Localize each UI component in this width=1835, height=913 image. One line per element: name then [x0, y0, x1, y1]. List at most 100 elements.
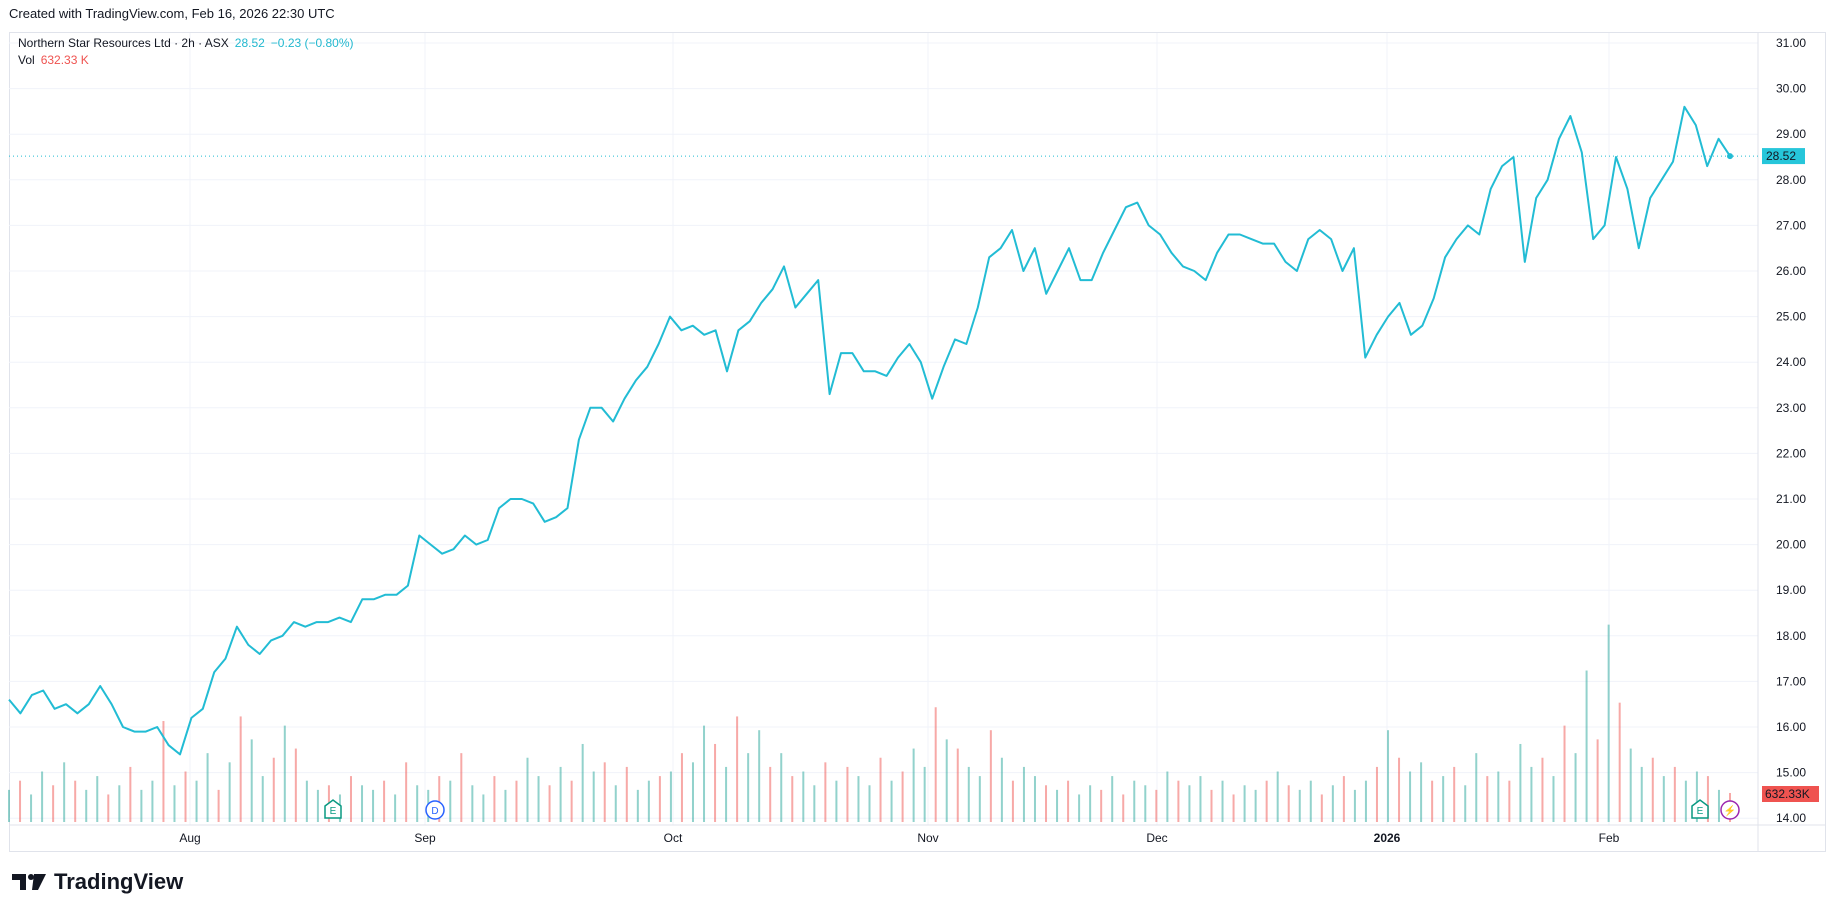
earnings-marker-icon[interactable]	[1691, 799, 1709, 819]
volume-bar	[261, 776, 264, 822]
price-line	[8, 105, 1731, 756]
volume-bar	[1530, 766, 1533, 822]
volume-bar	[791, 776, 794, 822]
y-tick-label: 21.00	[1776, 492, 1806, 506]
volume-bar	[1596, 739, 1599, 822]
volume-bar	[1695, 771, 1698, 822]
volume-bar	[614, 785, 617, 822]
volume-bar	[1662, 776, 1665, 822]
chart-legend: Northern Star Resources Ltd · 2h · ASX 28…	[18, 35, 354, 69]
volume-bar	[294, 748, 297, 822]
volume-bar	[438, 776, 441, 822]
volume-bar	[394, 794, 397, 822]
volume-bar	[206, 753, 209, 822]
volume-bar	[1111, 776, 1114, 822]
tradingview-logo[interactable]: TradingView	[12, 869, 183, 895]
volume-bar	[1431, 780, 1434, 822]
dividend-marker-icon[interactable]	[425, 800, 445, 820]
volume-label[interactable]: Vol	[18, 53, 35, 67]
volume-bar	[1420, 762, 1423, 822]
volume-bar	[1221, 780, 1224, 822]
volume-bar	[1133, 780, 1136, 822]
event-marker-icon[interactable]	[1720, 800, 1740, 820]
volume-bar	[1629, 748, 1632, 822]
volume-bar	[1100, 789, 1103, 822]
volume-bar	[989, 730, 992, 822]
volume-bar	[647, 780, 650, 822]
legend-price-row: Northern Star Resources Ltd · 2h · ASX 28…	[18, 35, 354, 52]
volume-bar	[107, 794, 110, 822]
volume-bar	[945, 739, 948, 822]
volume-bar	[1243, 785, 1246, 822]
volume-bar	[923, 766, 926, 822]
price-change: −0.23 (−0.80%)	[270, 36, 354, 50]
volume-bar	[570, 780, 573, 822]
volume-bar	[1508, 780, 1511, 822]
last-price: 28.52	[234, 36, 265, 50]
volume-bar	[195, 780, 198, 822]
volume-bar	[548, 785, 551, 822]
volume-bar	[283, 725, 286, 822]
earnings-marker-icon[interactable]	[324, 799, 342, 819]
volume-bar	[625, 766, 628, 822]
volume-bar	[493, 776, 496, 822]
chart-frame[interactable]	[9, 32, 1826, 852]
volume-bar	[747, 753, 750, 822]
volume-bar	[669, 771, 672, 822]
volume-bar	[1199, 776, 1202, 822]
volume-bar	[52, 785, 55, 822]
volume-bar	[118, 785, 121, 822]
volume-bar	[691, 762, 694, 822]
volume-bar	[173, 785, 176, 822]
volume-bar	[1089, 785, 1092, 822]
y-tick-label: 16.00	[1776, 720, 1806, 734]
volume-bar	[349, 776, 352, 822]
x-tick-label: Dec	[1146, 831, 1167, 845]
volume-bar	[1717, 789, 1720, 822]
volume-bar	[934, 707, 937, 822]
volume-bar	[680, 753, 683, 822]
y-tick-label: 19.00	[1776, 583, 1806, 597]
volume-bar	[449, 780, 452, 822]
volume-bar	[1387, 730, 1390, 822]
volume-bar	[1309, 780, 1312, 822]
volume-bar	[1541, 757, 1544, 822]
volume-bar	[74, 780, 77, 822]
volume-bar	[802, 771, 805, 822]
y-tick-label: 15.00	[1776, 766, 1806, 780]
y-tick-label: 27.00	[1776, 218, 1806, 232]
volume-bar	[1585, 670, 1588, 822]
volume-bar	[1331, 785, 1334, 822]
volume-bar	[1144, 785, 1147, 822]
volume-bar	[890, 780, 893, 822]
volume-bar	[813, 785, 816, 822]
volume-bar	[1552, 776, 1555, 822]
volume-bar	[184, 771, 187, 822]
volume-bar	[835, 780, 838, 822]
volume-bar	[1265, 780, 1268, 822]
volume-bar	[1078, 794, 1081, 822]
last-price-badge-label: 28.52	[1766, 149, 1796, 163]
volume-bar	[416, 785, 419, 822]
marker-label: E	[330, 806, 337, 817]
y-tick-label: 23.00	[1776, 401, 1806, 415]
volume-bar	[1188, 785, 1191, 822]
volume-bar	[1684, 780, 1687, 822]
volume-bar	[1122, 794, 1125, 822]
volume-bar	[1033, 776, 1036, 822]
volume-bar	[1618, 702, 1621, 822]
symbol-title[interactable]: Northern Star Resources Ltd · 2h · ASX	[18, 36, 229, 50]
volume-bar	[1563, 725, 1566, 822]
volume-bar	[868, 785, 871, 822]
volume-bar	[272, 757, 275, 822]
volume-bar	[967, 766, 970, 822]
volume-bar	[978, 776, 981, 822]
volume-bar	[1497, 771, 1500, 822]
y-tick-label: 14.00	[1776, 811, 1806, 825]
last-price-badge	[1762, 148, 1805, 165]
y-tick-label: 17.00	[1776, 674, 1806, 688]
volume-bar	[504, 789, 507, 822]
volume-bar	[901, 771, 904, 822]
volume-bar	[526, 757, 529, 822]
